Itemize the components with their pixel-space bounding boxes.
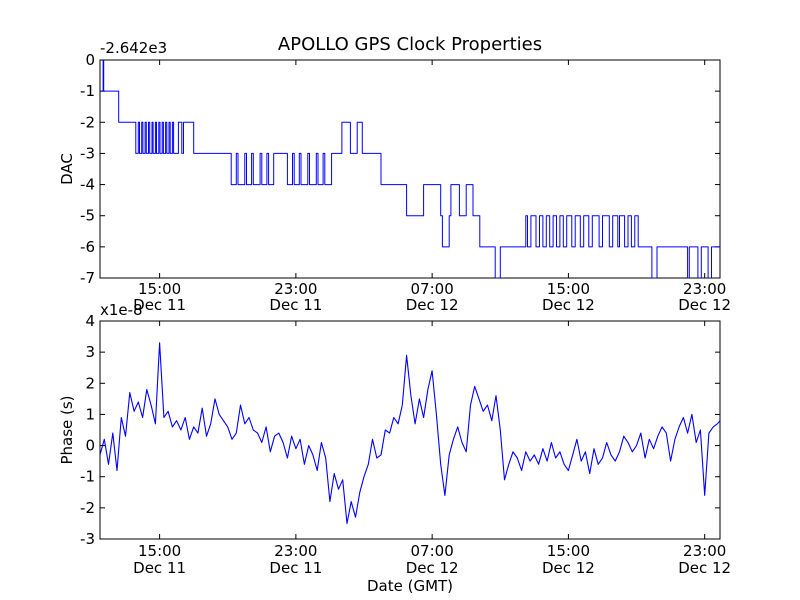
- dac-xtick-date-label: Dec 12: [406, 296, 459, 314]
- dac-axes-frame: [99, 59, 721, 279]
- chart-title: APOLLO GPS Clock Properties: [278, 34, 542, 55]
- dac-ytick-label: -7: [80, 269, 95, 287]
- dac-ytick-label: 0: [85, 51, 95, 69]
- phase-xtick-time-label: 15:00: [138, 542, 181, 560]
- phase-xtick-time-label: 23:00: [683, 542, 726, 560]
- dac-offset-label: -2.642e3: [100, 39, 167, 57]
- dac-series-group: [100, 60, 720, 278]
- phase-offset-label: x1e-8: [100, 301, 143, 319]
- phase-ytick-label: 4: [85, 312, 95, 330]
- dac-y-axis-label: DAC: [58, 153, 76, 185]
- dac-series-line: [100, 60, 720, 278]
- phase-panel: x1e-8 Phase (s) Date (GMT) 4 3 2 1 0 -1 -2 -3 1…: [58, 301, 731, 595]
- dac-ytick-label: -5: [80, 207, 95, 225]
- phase-x-axis-label: Date (GMT): [367, 577, 453, 595]
- phase-xtick-date-label: Dec 12: [542, 559, 595, 577]
- phase-y-axis-label: Phase (s): [58, 395, 76, 464]
- dac-ytick-label: -1: [80, 82, 95, 100]
- dac-y-ticks: 0 -1 -2 -3 -4 -5 -6 -7: [80, 51, 720, 287]
- phase-xtick-date-label: Dec 11: [133, 559, 186, 577]
- dac-xtick-date-label: Dec 12: [678, 296, 731, 314]
- phase-series-group: [100, 342, 720, 524]
- phase-xtick-date-label: Dec 12: [678, 559, 731, 577]
- phase-y-ticks: 4 3 2 1 0 -1 -2 -3: [80, 312, 720, 548]
- dac-xtick-date-label: Dec 12: [542, 296, 595, 314]
- dac-xtick-time-label: 07:00: [411, 280, 454, 298]
- dac-ytick-label: -6: [80, 238, 95, 256]
- phase-ytick-label: 1: [85, 405, 95, 423]
- dac-xtick-date-label: Dec 11: [133, 296, 186, 314]
- phase-ytick-label: 2: [85, 374, 95, 392]
- phase-xtick-time-label: 07:00: [411, 542, 454, 560]
- dac-xtick-time-label: 15:00: [547, 280, 590, 298]
- dac-ytick-label: -2: [80, 113, 95, 131]
- phase-axes-frame: [99, 320, 721, 540]
- phase-ytick-label: -3: [80, 530, 95, 548]
- dac-ytick-label: -3: [80, 144, 95, 162]
- phase-xtick-time-label: 23:00: [274, 542, 317, 560]
- phase-xtick-date-label: Dec 12: [406, 559, 459, 577]
- phase-ytick-label: -2: [80, 499, 95, 517]
- dac-xtick-time-label: 23:00: [683, 280, 726, 298]
- phase-xtick-time-label: 15:00: [547, 542, 590, 560]
- phase-xtick-date-label: Dec 11: [269, 559, 322, 577]
- phase-series-line: [100, 342, 720, 524]
- dac-xtick-date-label: Dec 11: [269, 296, 322, 314]
- dac-xtick-time-label: 23:00: [274, 280, 317, 298]
- dac-ytick-label: -4: [80, 176, 95, 194]
- phase-ytick-label: -1: [80, 468, 95, 486]
- phase-ytick-label: 3: [85, 343, 95, 361]
- phase-ytick-label: 0: [85, 437, 95, 455]
- dac-xtick-time-label: 15:00: [138, 280, 181, 298]
